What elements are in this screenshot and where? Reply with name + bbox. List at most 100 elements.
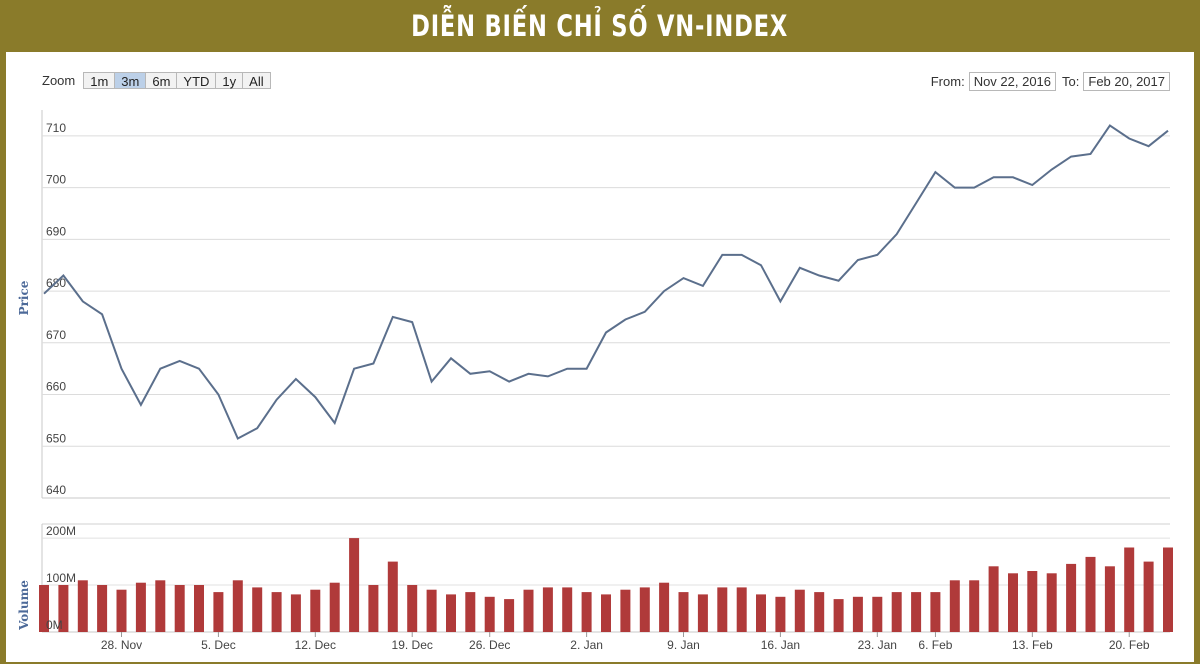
from-label: From: xyxy=(930,74,965,89)
volume-bar xyxy=(639,587,650,632)
zoom-label: Zoom xyxy=(42,73,76,88)
volume-bar xyxy=(814,592,825,632)
volume-bar xyxy=(717,587,728,632)
price-axis-title: Price xyxy=(17,280,31,315)
volume-bar xyxy=(969,580,980,632)
zoom-button-1y[interactable]: 1y xyxy=(215,72,244,89)
volume-bar xyxy=(232,580,243,632)
volume-bar xyxy=(1008,573,1018,632)
volume-bar xyxy=(1046,573,1057,632)
zoom-button-1m[interactable]: 1m xyxy=(83,72,116,89)
volume-bar xyxy=(135,582,146,632)
price-y-tick-label: 700 xyxy=(46,173,66,187)
volume-bar xyxy=(446,594,456,632)
volume-bar xyxy=(213,592,224,632)
volume-bar xyxy=(271,592,282,632)
to-label: To: xyxy=(1062,74,1080,89)
zoom-button-6m[interactable]: 6m xyxy=(145,72,178,89)
x-tick-label: 5. Dec xyxy=(201,638,236,652)
x-tick-label: 16. Jan xyxy=(761,638,800,652)
volume-axis-title: Volume xyxy=(17,580,31,631)
volume-bar xyxy=(775,596,786,632)
volume-bar xyxy=(484,596,495,632)
volume-bar xyxy=(1163,547,1173,632)
volume-bar xyxy=(77,580,88,632)
volume-bar xyxy=(58,585,69,632)
x-tick-label: 26. Dec xyxy=(469,638,510,652)
price-y-tick-label: 660 xyxy=(46,380,66,394)
volume-bar xyxy=(542,587,553,632)
banner-title: DIỄN BIẾN CHỈ SỐ VN-INDEX xyxy=(411,9,789,43)
volume-bar xyxy=(678,592,689,632)
volume-bar xyxy=(697,594,708,632)
volume-y-ticks: 200M 100M 0M xyxy=(46,524,76,632)
volume-bar xyxy=(601,594,611,632)
x-tick-label: 23. Jan xyxy=(858,638,897,652)
volume-bar xyxy=(349,538,360,632)
volume-bar xyxy=(833,599,844,632)
volume-bar xyxy=(407,585,418,632)
price-y-tick-label: 690 xyxy=(46,224,66,238)
volume-bar xyxy=(1143,561,1154,632)
volume-bar xyxy=(368,585,379,632)
price-line xyxy=(43,124,1169,440)
volume-bar xyxy=(174,585,185,632)
chart-panel: Zoom 1m 3m 6m YTD 1y All From: Nov 22, 2… xyxy=(6,52,1194,662)
zoom-bar: Zoom 1m 3m 6m YTD 1y All xyxy=(42,72,271,89)
volume-bar xyxy=(97,585,108,632)
volume-bar xyxy=(1085,556,1096,632)
banner: DIỄN BIẾN CHỈ SỐ VN-INDEX xyxy=(0,0,1200,52)
volume-bar xyxy=(329,582,340,632)
volume-bar xyxy=(116,589,127,632)
x-tick-label: 13. Feb xyxy=(1012,638,1053,652)
volume-bar xyxy=(620,589,631,632)
volume-bar xyxy=(155,580,166,632)
volume-y-tick-label: 200M xyxy=(46,524,76,538)
volume-bar xyxy=(387,561,398,632)
volume-bar xyxy=(290,594,301,632)
volume-bar xyxy=(930,592,941,632)
volume-bar xyxy=(426,589,437,632)
volume-bar xyxy=(1124,547,1135,632)
x-ticks: 28. Nov 5. Dec 12. Dec 19. Dec 26. Dec 2. Jan… xyxy=(101,632,1150,652)
volume-bar xyxy=(794,589,805,632)
from-date-input[interactable]: Nov 22, 2016 xyxy=(968,72,1057,91)
volume-bar xyxy=(911,592,922,632)
volume-y-tick-label: 100M xyxy=(46,571,76,585)
volume-bar xyxy=(523,589,534,632)
zoom-button-all[interactable]: All xyxy=(242,72,271,89)
volume-bar xyxy=(465,592,476,632)
volume-bar xyxy=(756,594,766,632)
volume-bar xyxy=(194,585,204,632)
price-y-tick-label: 670 xyxy=(46,328,66,342)
price-y-tick-label: 650 xyxy=(46,431,66,445)
volume-bar xyxy=(1027,571,1038,632)
volume-bar xyxy=(39,585,49,632)
x-tick-label: 12. Dec xyxy=(295,638,336,652)
volume-bar xyxy=(1104,566,1115,632)
to-date-input[interactable]: Feb 20, 2017 xyxy=(1083,72,1170,91)
price-grid xyxy=(41,110,1170,499)
zoom-button-ytd[interactable]: YTD xyxy=(176,72,217,89)
price-y-tick-label: 640 xyxy=(46,483,66,497)
volume-bar xyxy=(659,582,670,632)
x-tick-label: 6. Feb xyxy=(918,638,952,652)
volume-bar xyxy=(891,592,902,632)
x-tick-label: 2. Jan xyxy=(570,638,603,652)
volume-bar xyxy=(310,589,321,632)
date-range-bar: From: Nov 22, 2016 To: Feb 20, 2017 xyxy=(931,72,1176,91)
volume-y-tick-label: 0M xyxy=(46,618,63,632)
x-tick-label: 20. Feb xyxy=(1109,638,1150,652)
volume-bar xyxy=(252,587,263,632)
volume-bar xyxy=(949,580,960,632)
volume-bar xyxy=(504,599,515,632)
volume-bar xyxy=(1066,563,1077,632)
volume-bar xyxy=(736,587,747,632)
x-tick-label: 19. Dec xyxy=(392,638,433,652)
volume-bar xyxy=(562,587,573,632)
volume-bars xyxy=(39,538,1173,632)
volume-bar xyxy=(872,596,883,632)
volume-bar xyxy=(852,596,863,632)
